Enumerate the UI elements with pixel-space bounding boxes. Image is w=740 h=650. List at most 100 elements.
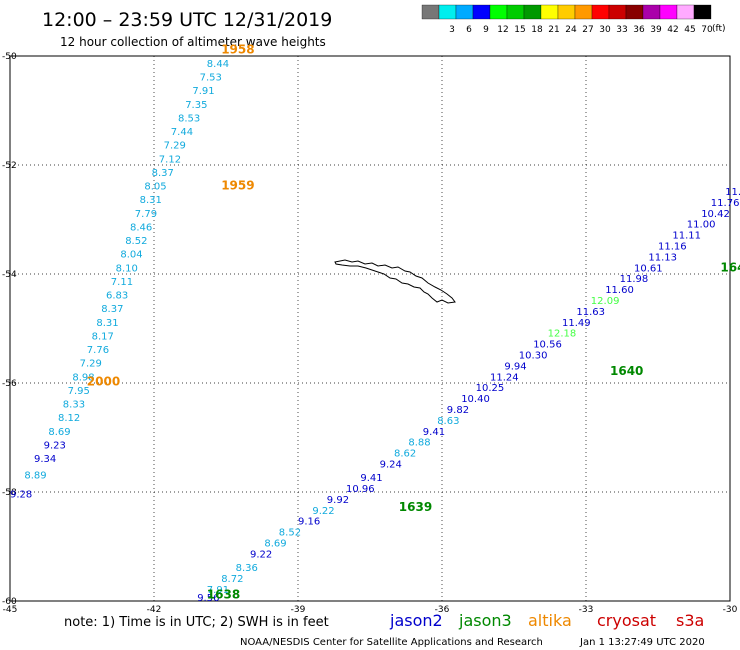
satellite-name-jason2: jason2: [389, 611, 443, 630]
wave-height-value: 7.76: [87, 345, 109, 356]
wave-height-value: 10.30: [519, 350, 548, 361]
wave-height-value: 8.62: [394, 449, 416, 460]
legend-label: 21: [548, 25, 559, 35]
wave-height-legend: 3 6 9 12 15 18 21 24 27 30 33 36 39 42 45 70: [421, 4, 713, 35]
wave-height-value: 9.24: [380, 459, 402, 470]
legend-swatch: [421, 4, 440, 20]
wave-height-value: 7.29: [80, 359, 102, 370]
note-text: note: 1) Time is in UTC; 2) SWH is in fe…: [64, 615, 329, 630]
satellite-name-s3a: s3a: [676, 611, 704, 630]
legend-swatch: [472, 4, 491, 20]
wave-height-value: 8.37: [101, 304, 123, 315]
wave-height-value: 6.83: [106, 291, 128, 302]
lon-tick-label: -36: [435, 605, 450, 615]
wave-height-value: 10.96: [346, 484, 375, 495]
wave-height-value: 7.44: [171, 127, 193, 138]
wave-height-value: 12.18: [548, 329, 577, 340]
legend-swatch: [455, 4, 474, 20]
legend-label: 27: [582, 25, 593, 35]
track-time-label: 1639: [399, 500, 432, 514]
lon-tick-label: -30: [723, 605, 738, 615]
wave-height-value: 8.31: [140, 195, 162, 206]
wave-height-value: 9.56: [197, 593, 219, 604]
wave-height-value: 11.16: [658, 241, 687, 252]
wave-height-value: 9.28: [10, 489, 32, 500]
wave-height-value: 7.35: [185, 100, 207, 111]
wave-height-value: 8.63: [437, 416, 459, 427]
wave-height-value: 8.36: [236, 563, 258, 574]
wave-height-value: 11.98: [620, 274, 649, 285]
wave-height-value: 10.56: [533, 340, 562, 351]
legend-label: 12: [497, 25, 508, 35]
time-labels: 1958 1959 2000 1638 1639 1640 1641: [87, 42, 740, 601]
island-outline: [334, 259, 456, 304]
plot-frame: [9, 55, 731, 602]
legend-label: 30: [599, 25, 611, 35]
legend-label: 3: [449, 25, 455, 35]
wave-height-value: 8.53: [178, 113, 200, 124]
legend-label: 24: [565, 25, 577, 35]
wave-height-value: 8.69: [48, 427, 70, 438]
legend-swatch: [557, 4, 576, 20]
wave-height-value: 8.04: [120, 250, 142, 261]
legend-swatch: [489, 4, 508, 20]
lat-tick-label: -58: [2, 488, 17, 498]
wave-height-value: 7.95: [68, 386, 90, 397]
track-time-label: 1958: [221, 42, 254, 56]
wave-height-value: 9.92: [327, 495, 349, 506]
wave-height-value: 9.23: [44, 440, 66, 451]
wave-height-value: 8.88: [408, 438, 430, 449]
legend-swatch: [523, 4, 542, 20]
wave-height-value: 7.91: [207, 585, 229, 596]
legend-swatch: [642, 4, 661, 20]
wave-height-value: 11.24: [490, 372, 519, 383]
axis-ticks: -45 -42 -39 -36 -33 -30 -50 -52 -54 -56 -58 -60: [2, 52, 738, 615]
graticule: [10, 56, 730, 601]
lat-tick-label: -54: [2, 270, 17, 280]
wave-height-value: 10.40: [461, 394, 490, 405]
lat-tick-label: -50: [2, 52, 17, 62]
satellite-name-cryosat: cryosat: [597, 611, 656, 630]
wave-height-value: 11.00: [687, 220, 716, 231]
wave-height-value: 9.34: [34, 454, 56, 465]
track-time-label: 1959: [221, 179, 254, 193]
wave-height-value: 8.17: [92, 331, 114, 342]
legend-label: 45: [684, 25, 695, 35]
wave-height-value: 9.41: [423, 427, 445, 438]
legend-swatch: [659, 4, 678, 20]
track-time-label: 1638: [207, 587, 240, 601]
wave-height-value: 9.22: [250, 549, 272, 560]
track-time-label: 2000: [87, 375, 120, 389]
wave-height-value: 9.16: [298, 517, 320, 528]
wave-height-value: 11.11: [672, 231, 701, 242]
wave-height-value: 8.12: [58, 413, 80, 424]
wave-height-value: 8.05: [144, 182, 166, 193]
legend-label: 6: [466, 25, 472, 35]
wave-height-value: 8.52: [279, 528, 301, 539]
map-subtitle: 12 hour collection of altimeter wave hei…: [60, 35, 326, 49]
wave-height-value: 8.89: [24, 470, 46, 481]
wave-height-value: 7.91: [192, 86, 214, 97]
wave-height-value: 7.53: [200, 73, 222, 84]
wave-height-value: 8.10: [116, 263, 138, 274]
lon-tick-label: -45: [3, 605, 18, 615]
legend-swatch: [574, 4, 593, 20]
wave-height-value: 7.29: [164, 141, 186, 152]
lon-tick-label: -42: [147, 605, 162, 615]
wave-height-value: 8.44: [207, 59, 229, 70]
wave-height-value: 9.82: [447, 405, 469, 416]
wave-height-value: 7.12: [159, 154, 181, 165]
wave-height-value: 7.11: [111, 277, 133, 288]
legend-label: 15: [514, 25, 525, 35]
wave-height-value: 11.76: [711, 198, 740, 209]
lon-tick-label: -39: [291, 605, 306, 615]
legend-label: 70: [701, 25, 713, 35]
legend-label: 36: [633, 25, 645, 35]
footer-timestamp: Jan 1 13:27:49 UTC 2020: [579, 637, 705, 648]
legend-label: 39: [650, 25, 662, 35]
legend-label: 9: [483, 25, 489, 35]
wave-height-value: 8.52: [125, 236, 147, 247]
wave-height-value: 11.49: [562, 318, 591, 329]
legend-swatch: [438, 4, 457, 20]
